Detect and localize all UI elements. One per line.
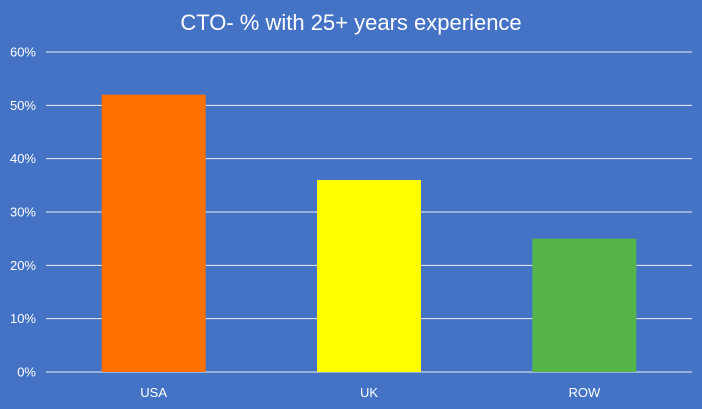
y-tick-label-10: 10% — [10, 311, 36, 326]
y-tick-label-30: 30% — [10, 205, 36, 220]
y-axis-tick-labels: 0% 10% 20% 30% 40% 50% 60% — [10, 45, 36, 380]
y-tick-label-20: 20% — [10, 258, 36, 273]
y-tick-label-60: 60% — [10, 45, 36, 60]
bar-row — [532, 238, 637, 372]
y-tick-label-50: 50% — [10, 98, 36, 113]
bars — [101, 94, 637, 373]
y-tick-label-0: 0% — [17, 365, 36, 380]
chart-title: CTO- % with 25+ years experience — [180, 10, 521, 35]
y-tick-label-40: 40% — [10, 151, 36, 166]
x-category-label-uk: UK — [360, 385, 378, 400]
x-category-label-usa: USA — [140, 385, 167, 400]
bar-uk — [317, 180, 421, 372]
x-axis-category-labels: USA UK ROW — [140, 385, 601, 400]
bar-usa — [101, 94, 206, 373]
x-category-label-row: ROW — [568, 385, 601, 400]
